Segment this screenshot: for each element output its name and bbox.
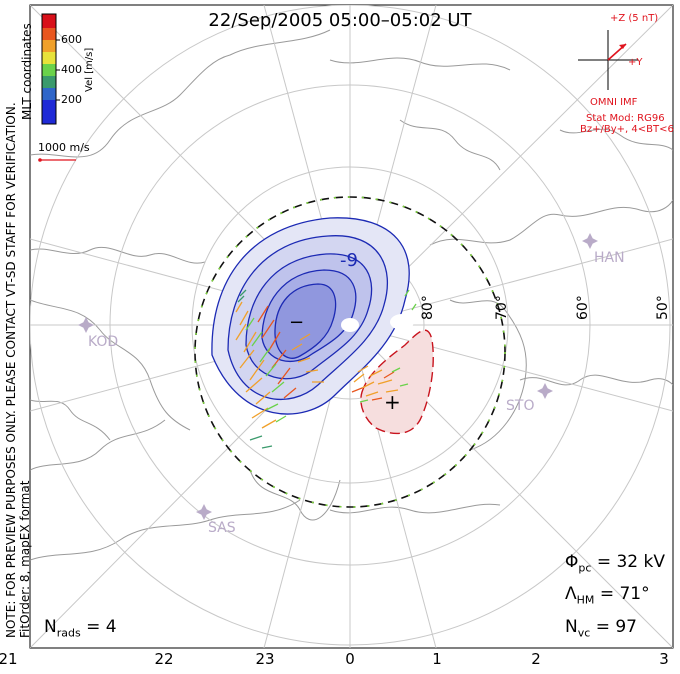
colorbar-swatch-6 <box>42 40 56 52</box>
imf-clock-dial <box>578 30 638 90</box>
mlt-tick-2: 2 <box>531 650 541 668</box>
coastlines <box>30 29 673 561</box>
station-label-kod: KOD <box>88 334 119 350</box>
stat-nvc: Nvc = 97 <box>565 617 637 639</box>
polar-gap-2 <box>390 314 414 330</box>
map-title: 22/Sep/2005 05:00–05:02 UT <box>208 10 472 31</box>
imf-source: OMNI IMF <box>590 97 638 108</box>
potential-minimum-marker: − <box>289 312 305 333</box>
heppner-maynard-boundary-dots <box>194 196 506 508</box>
scale-vector-label: 1000 m/s <box>38 141 90 154</box>
latitude-label-50: 50° <box>655 295 671 320</box>
colorbar-swatch-4 <box>42 64 56 76</box>
stat-phi-pc-sub: pc <box>578 561 592 575</box>
latitude-label-60: 60° <box>575 295 591 320</box>
velocity-colorbar <box>41 13 60 125</box>
colorbar-swatch-7 <box>42 28 56 40</box>
stat-lambda-sub: HM <box>576 593 595 607</box>
stat-nvc-sub: vc <box>577 626 591 640</box>
stat-phi-pc-symbol: Φ <box>565 552 579 572</box>
polar-gap <box>341 318 359 332</box>
stat-phi-pc: Φpc = 32 kV <box>565 552 665 574</box>
mlt-tick-0: 0 <box>345 650 355 668</box>
stat-lambda-symbol: Λ <box>565 584 577 604</box>
colorbar-tick-600: 600 <box>61 33 82 46</box>
colorbar-swatch-8 <box>42 14 56 28</box>
latitude-label-80: 80° <box>420 295 436 320</box>
coordinates-label: MLT coordinates <box>20 23 34 120</box>
stat-nvc-symbol: N <box>565 617 578 637</box>
preview-note: NOTE: FOR PREVIEW PURPOSES ONLY. PLEASE … <box>4 102 18 638</box>
imf-condition: Bz+/By+, 4<BT<6 <box>580 124 674 135</box>
mlt-tick-21: 21 <box>0 650 18 668</box>
colorbar-tick-400: 400 <box>61 63 82 76</box>
mlt-tick-1: 1 <box>432 650 442 668</box>
imf-stat-mod: Stat Mod: RG96 <box>586 113 665 124</box>
potential-maximum-marker: + <box>384 390 401 414</box>
radar-station-markers <box>78 233 598 520</box>
mlt-tick-22: 22 <box>154 650 174 668</box>
station-label-sto: STO <box>506 398 535 414</box>
stat-nrads-value: = 4 <box>86 617 117 637</box>
colorbar-unit-label: Vel [m/s] <box>84 47 95 92</box>
station-label-han: HAN <box>594 250 625 266</box>
colorbar-swatch-5 <box>42 52 56 64</box>
stat-lambda-hm: ΛHM = 71° <box>565 584 650 606</box>
stat-lambda-value: = 71° <box>599 584 650 604</box>
imf-y-label: +Y <box>628 57 643 68</box>
stat-nrads-sub: rads <box>56 626 81 640</box>
colorbar-tick-200: 200 <box>61 93 82 106</box>
scale-vector-origin <box>38 158 42 162</box>
mlt-tick-3: 3 <box>659 650 669 668</box>
colorbar-swatch-2 <box>42 88 56 100</box>
contour-label: -9 <box>340 250 358 271</box>
stat-phi-pc-value: = 32 kV <box>596 552 665 572</box>
stat-nrads: Nrads = 4 <box>44 617 117 639</box>
colorbar-swatch-1 <box>42 100 56 124</box>
imf-z-label: +Z (5 nT) <box>610 13 659 24</box>
stat-nrads-symbol: N <box>44 617 57 637</box>
latitude-label-70: 70° <box>494 295 510 320</box>
velocity-vectors <box>235 289 417 449</box>
station-label-sas: SAS <box>208 520 236 536</box>
positive-potential-cell <box>360 329 434 435</box>
colorbar-swatch-3 <box>42 76 56 88</box>
fit-order-note: FitOrder: 8, mapEX format <box>18 480 32 638</box>
stat-nvc-value: = 97 <box>595 617 637 637</box>
mlt-tick-23: 23 <box>255 650 275 668</box>
